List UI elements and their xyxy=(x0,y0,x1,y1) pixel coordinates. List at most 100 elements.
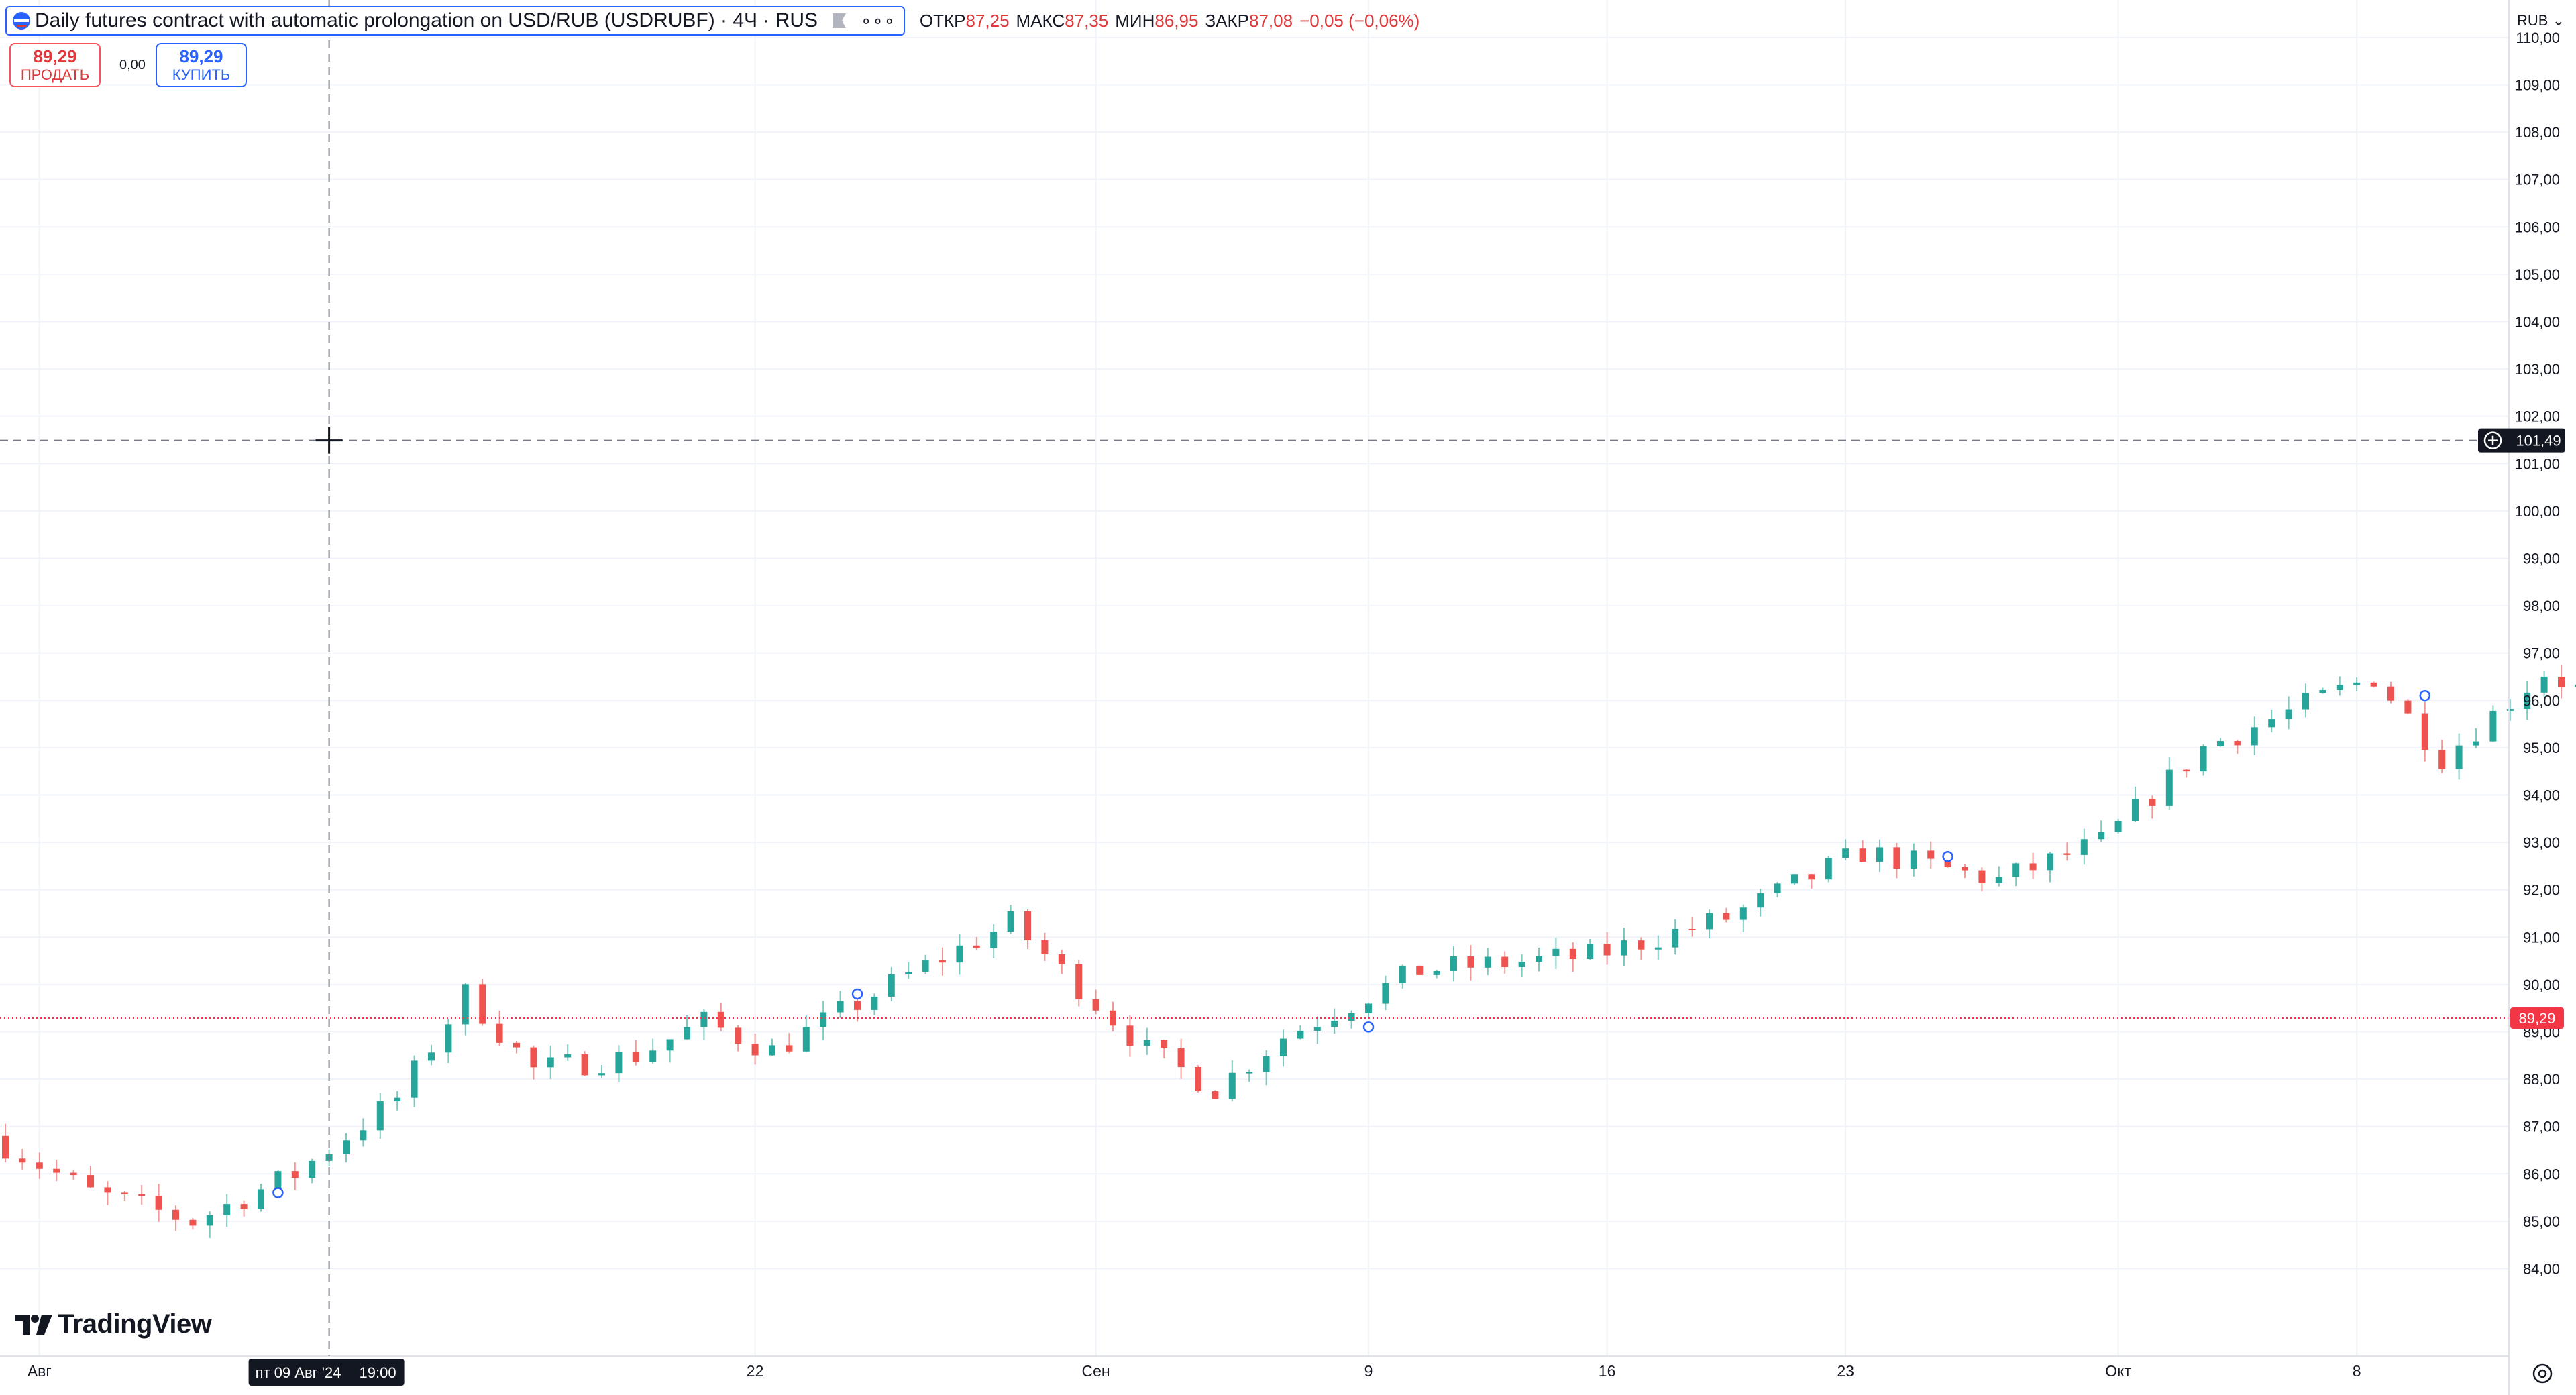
candle xyxy=(1876,839,1883,872)
price-tick-label: 88,00 xyxy=(2523,1071,2560,1088)
event-marker[interactable] xyxy=(851,988,863,1000)
crosshair-date-badge xyxy=(248,1359,405,1386)
buy-button[interactable]: 89,29 КУПИТЬ xyxy=(156,43,247,87)
flag-icon[interactable] xyxy=(830,12,849,30)
candle xyxy=(2506,699,2514,721)
candle xyxy=(1808,873,1815,889)
more-icon[interactable]: ∘∘∘ xyxy=(861,10,896,31)
candle xyxy=(121,1191,128,1201)
candle xyxy=(343,1133,350,1163)
candle xyxy=(1587,938,1594,960)
candle xyxy=(1263,1050,1270,1086)
candle xyxy=(871,993,878,1015)
candle xyxy=(769,1038,775,1056)
candle xyxy=(1910,843,1917,877)
ohlc-value: 86,95 xyxy=(1155,10,1199,31)
candle xyxy=(632,1040,639,1066)
candle xyxy=(1638,937,1645,960)
ohlc-item: ОТКР87,25 xyxy=(920,11,1010,32)
price-tick-label: 95,00 xyxy=(2523,740,2560,757)
candle xyxy=(1058,949,1065,974)
candle xyxy=(2540,670,2548,697)
candle xyxy=(2217,738,2224,747)
crosshair-date-label: пт 09 Авг '24 xyxy=(256,1364,341,1381)
candle xyxy=(1110,1001,1116,1031)
plus-circle-icon[interactable] xyxy=(2483,431,2502,449)
sell-button[interactable]: 89,29 ПРОДАТЬ xyxy=(9,43,101,87)
price-tick-label: 86,00 xyxy=(2523,1166,2560,1182)
candle xyxy=(717,1003,724,1031)
symbol-title-box[interactable]: Daily futures contract with automatic pr… xyxy=(5,6,905,36)
candle xyxy=(2489,705,2497,742)
candle xyxy=(1143,1027,1150,1055)
candle xyxy=(1723,907,1730,923)
candle xyxy=(1859,840,1866,862)
price-tick-label: 97,00 xyxy=(2523,645,2560,662)
time-axis[interactable]: Авг 22 Сен 9 16 23 Окт 8 xyxy=(28,1362,2361,1380)
candle xyxy=(581,1051,588,1076)
candle xyxy=(1825,856,1832,883)
event-marker[interactable] xyxy=(272,1187,284,1198)
tradingview-logo[interactable]: TradingView xyxy=(15,1309,212,1339)
time-tick-label: Сен xyxy=(1082,1362,1110,1380)
candle xyxy=(1365,1003,1372,1017)
candle xyxy=(104,1181,111,1205)
candle xyxy=(1212,1090,1219,1099)
candle xyxy=(564,1044,572,1061)
buy-price: 89,29 xyxy=(179,46,223,66)
time-tick-label: Авг xyxy=(28,1362,52,1380)
candle xyxy=(1978,867,1986,892)
price-tick-label: 108,00 xyxy=(2515,124,2560,141)
candle xyxy=(1621,928,1627,966)
candle xyxy=(445,1019,452,1064)
price-tick-label: 100,00 xyxy=(2515,503,2560,520)
tradingview-wordmark: TradingView xyxy=(58,1309,212,1339)
candle xyxy=(684,1015,690,1040)
crosshair-icon xyxy=(315,427,343,454)
ohlc-values: ОТКР87,25 МАКС87,35 МИН86,95 ЗАКР87,08 −0,05… xyxy=(920,11,1419,32)
event-markers[interactable] xyxy=(272,288,2576,1198)
candle xyxy=(2404,699,2412,714)
ohlc-item: МАКС87,35 xyxy=(1016,11,1109,32)
candle xyxy=(1382,975,1389,1011)
candle xyxy=(615,1045,623,1082)
candle xyxy=(87,1166,94,1188)
candle xyxy=(1654,935,1662,960)
currency-selector[interactable]: RUB ⌄ xyxy=(2517,12,2565,30)
candle xyxy=(598,1064,605,1078)
candle xyxy=(1791,874,1798,885)
price-tick-label: 99,00 xyxy=(2523,550,2560,567)
price-tick-label: 98,00 xyxy=(2523,598,2560,614)
event-marker[interactable] xyxy=(1362,1021,1375,1033)
candle xyxy=(2114,818,2122,834)
candle xyxy=(1672,919,1679,955)
event-marker[interactable] xyxy=(1942,851,1953,862)
candle xyxy=(53,1160,60,1182)
candle xyxy=(2132,786,2139,822)
event-marker[interactable] xyxy=(2419,689,2431,702)
candle xyxy=(1757,889,1764,917)
time-tick-label: 23 xyxy=(1837,1362,1854,1380)
crosshair-time-label: 19:00 xyxy=(360,1364,396,1381)
price-tick-label: 106,00 xyxy=(2515,219,2560,235)
candle xyxy=(2165,757,2173,810)
candle xyxy=(2353,677,2361,692)
candle xyxy=(2047,852,2053,883)
settings-icon[interactable] xyxy=(2532,1363,2553,1384)
ohlc-item: МИН86,95 xyxy=(1115,11,1198,32)
candle xyxy=(1995,866,2002,887)
ohlc-item: −0,05 (−0,06%) xyxy=(1299,11,1419,32)
candle xyxy=(291,1162,299,1190)
candle xyxy=(1927,841,1935,869)
candle xyxy=(189,1217,197,1230)
time-tick-label: 9 xyxy=(1364,1362,1373,1380)
symbol-logo-icon xyxy=(13,12,30,30)
price-axis[interactable]: 84,0085,0086,0087,0088,0089,0090,0091,00… xyxy=(2510,0,2564,1277)
candle xyxy=(1075,960,1083,1007)
price-tick-label: 92,00 xyxy=(2523,882,2560,899)
candle xyxy=(258,1184,264,1212)
candle xyxy=(922,954,929,974)
price-tick-label: 105,00 xyxy=(2515,266,2560,283)
